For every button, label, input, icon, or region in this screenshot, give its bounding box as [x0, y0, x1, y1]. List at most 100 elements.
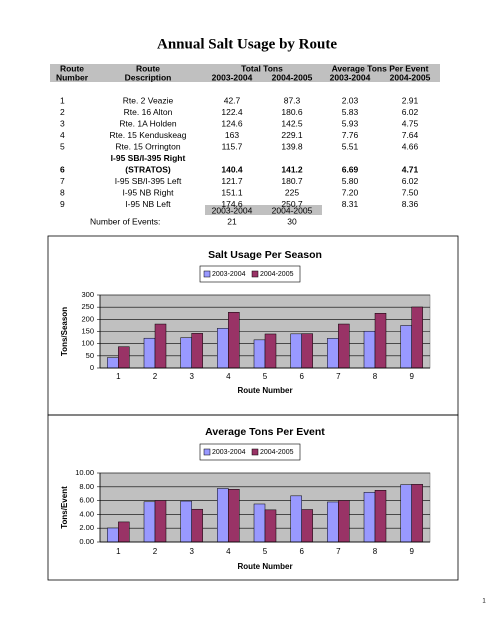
bar [107, 527, 119, 543]
table-cell: 2.91 [402, 95, 419, 105]
bar [411, 306, 423, 369]
table-cell: 5.83 [342, 107, 359, 117]
header-cell: Number [56, 72, 89, 82]
x-tick-label: 4 [226, 547, 231, 556]
table-cell: 180.7 [281, 176, 303, 186]
y-axis-label: Tons/Event [60, 486, 69, 529]
legend-label: 2003-2004 [212, 449, 246, 456]
table-cell: 115.7 [222, 141, 243, 151]
bar [107, 357, 119, 369]
bar [400, 325, 412, 369]
table-cell: 180.6 [281, 107, 303, 117]
table-cell: 4.75 [402, 118, 419, 128]
x-tick-label: 8 [373, 372, 378, 381]
table-cell: 5.93 [342, 118, 359, 128]
table-cell: 139.8 [281, 141, 303, 151]
header-cell: 2003-2004 [330, 72, 371, 82]
y-tick-label: 0.00 [79, 537, 94, 546]
x-tick-label: 7 [336, 372, 341, 381]
bar [327, 501, 339, 543]
table-cell: 7.76 [342, 130, 359, 140]
bar [411, 484, 423, 543]
bar [191, 508, 203, 543]
y-tick-label: 8.00 [79, 482, 94, 491]
x-axis-label: Route Number [237, 386, 292, 395]
table-cell: 122.4 [221, 107, 243, 117]
legend-box [199, 265, 301, 283]
table-cell: 163 [225, 130, 239, 140]
y-tick-label: 0 [90, 363, 94, 372]
x-tick-label: 1 [116, 547, 121, 556]
bar [338, 500, 350, 543]
x-tick-label: 3 [189, 372, 194, 381]
route-description: I-95 SB/I-395 Left [115, 176, 182, 186]
x-tick-label: 9 [409, 372, 414, 381]
events-value: 21 [227, 216, 237, 226]
table-cell: 8.31 [342, 199, 359, 209]
legend-label: 2004-2005 [260, 449, 294, 456]
route-number: 1 [60, 95, 65, 105]
bar [154, 323, 167, 369]
bar [363, 492, 376, 543]
x-tick-label: 8 [373, 547, 378, 556]
bar [228, 489, 240, 543]
table-cell: 7.20 [342, 187, 359, 197]
route-description: Rte. 1A Holden [119, 118, 176, 128]
bar [154, 500, 167, 543]
table-cell: 229.1 [281, 130, 303, 140]
table-cell: 4.71 [402, 164, 419, 174]
route-number: 9 [60, 199, 65, 209]
route-description: Rte. 15 Orrington [115, 141, 180, 151]
table-cell: 6.02 [402, 176, 419, 186]
y-axis-label: Tons/Season [60, 307, 69, 356]
table-cell: 8.36 [402, 199, 419, 209]
chart-frame [47, 414, 459, 581]
y-tick-label: 2.00 [79, 523, 94, 532]
bar [264, 333, 277, 369]
legend-swatch [203, 270, 211, 278]
x-tick-label: 7 [336, 547, 341, 556]
header-cell: Route [136, 63, 160, 73]
bar [253, 339, 266, 369]
table-cell: 2.03 [342, 95, 359, 105]
legend-label: 2004-2005 [260, 271, 294, 278]
chart-title: Salt Usage Per Season [208, 249, 322, 261]
bar [217, 328, 229, 369]
route-description: (STRATOS) [125, 164, 171, 174]
events-label: Number of Events: [90, 216, 160, 226]
y-tick-label: 300 [81, 290, 94, 299]
x-tick-label: 6 [299, 372, 304, 381]
bar [191, 333, 203, 369]
x-tick-label: 2 [153, 547, 158, 556]
bar [290, 495, 302, 543]
table-cell: 142.5 [281, 118, 303, 128]
table-cell: 151.1 [221, 187, 243, 197]
bar [180, 337, 192, 369]
header-cell: 2003-2004 [212, 72, 253, 82]
bar [264, 509, 277, 543]
legend-swatch [251, 448, 259, 456]
bar [338, 323, 350, 369]
route-number: 7 [60, 176, 65, 186]
bar [180, 500, 192, 543]
table-cell: 6.02 [402, 107, 419, 117]
table-cell: 121.7 [221, 176, 243, 186]
route-number: 4 [60, 130, 65, 140]
table-cell: 87.3 [284, 95, 301, 105]
bar [374, 313, 387, 369]
y-tick-label: 100 [81, 339, 94, 348]
table-cell: 140.4 [221, 164, 243, 174]
bar [301, 509, 313, 543]
x-tick-label: 4 [226, 372, 231, 381]
y-tick-label: 50 [86, 351, 94, 360]
table-cell: 250.7 [281, 199, 303, 209]
legend-label: 2003-2004 [212, 271, 246, 278]
x-tick-label: 2 [153, 372, 158, 381]
chart-title: Average Tons Per Event [205, 426, 325, 438]
legend-box [199, 443, 301, 461]
bar [374, 490, 387, 543]
route-description: Rte. 16 Alton [124, 107, 173, 117]
bar [290, 333, 302, 369]
y-tick-label: 150 [81, 326, 94, 335]
table-cell: 6.69 [342, 164, 359, 174]
